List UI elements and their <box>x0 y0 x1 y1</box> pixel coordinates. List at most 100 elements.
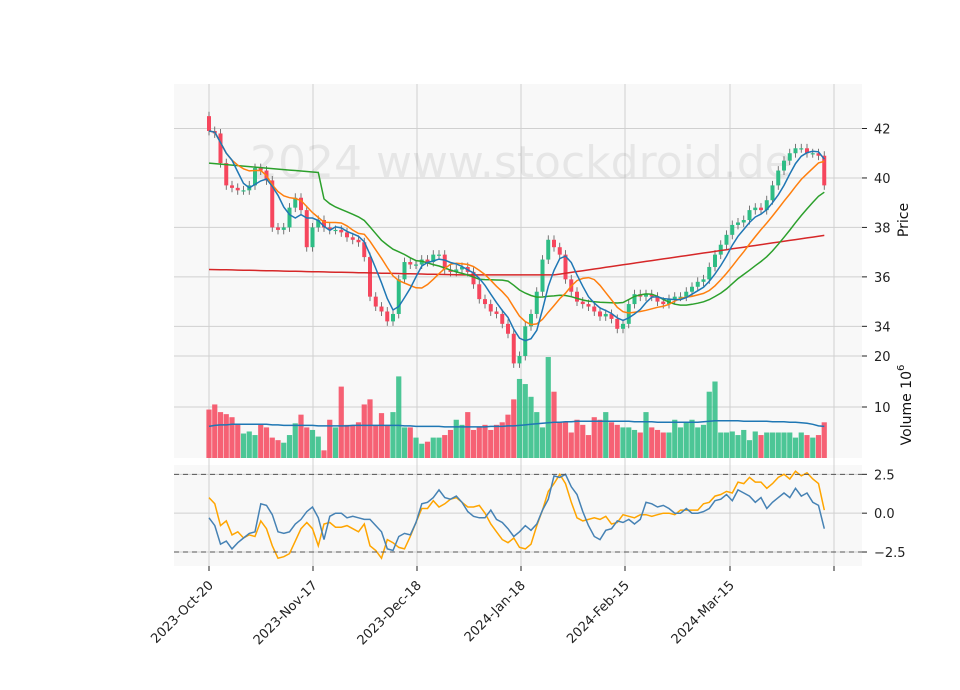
volume-bar <box>557 422 563 458</box>
y-tick-label: 10 <box>874 401 891 416</box>
candle-body <box>632 294 637 305</box>
volume-bar <box>821 422 827 458</box>
candle-body <box>557 247 562 255</box>
candle-body <box>655 296 660 302</box>
volume-bar <box>459 424 465 458</box>
volume-bar <box>206 409 212 458</box>
candle-body <box>368 257 372 297</box>
volume-bar <box>246 431 252 458</box>
candle-body <box>741 220 746 223</box>
candle-body <box>339 229 344 233</box>
volume-bar <box>309 429 316 458</box>
candle-body <box>414 264 418 266</box>
candle-body <box>695 281 700 287</box>
volume-bar <box>327 419 333 458</box>
candle-body <box>672 296 677 300</box>
candle-body <box>718 244 723 255</box>
candle-body <box>235 187 240 191</box>
ma-long-line <box>208 234 825 276</box>
ma-mid-line <box>208 130 825 326</box>
volume-bar <box>718 432 724 458</box>
volume-bar <box>447 429 454 458</box>
candle-body <box>546 239 551 260</box>
candle-body <box>810 153 815 155</box>
y-tick-label: 2.5 <box>874 468 895 483</box>
volume-bar <box>729 431 735 458</box>
volume-bar <box>700 424 707 458</box>
volume-bar <box>608 422 615 458</box>
candle-body <box>575 291 579 302</box>
candle-body <box>379 306 384 312</box>
volume-bar <box>488 429 494 458</box>
volume-bar <box>505 414 511 458</box>
volume-bar <box>281 442 287 458</box>
candle-body <box>373 296 378 307</box>
volume-bar <box>706 391 712 458</box>
oscillator-panel-bg <box>174 465 862 566</box>
oscillator-line-1 <box>208 473 826 552</box>
volume-bar <box>413 437 419 458</box>
y-tick-label: 0.0 <box>874 507 895 522</box>
candle-body <box>580 301 585 305</box>
candle-body <box>736 222 740 225</box>
chart-marks <box>174 111 862 560</box>
candle-body <box>506 323 510 334</box>
volume-bar <box>741 429 747 458</box>
y-tick-label: 38 <box>874 221 891 236</box>
volume-bar <box>304 427 310 458</box>
candle-body <box>350 237 355 240</box>
volume-bar <box>804 435 810 458</box>
volume-bar <box>493 424 500 458</box>
volume-bar <box>568 432 574 458</box>
volume-bar <box>660 432 666 458</box>
volume-bar <box>401 427 408 458</box>
candle-body <box>805 148 809 154</box>
volume-bar <box>723 432 730 458</box>
volume-bar <box>453 419 459 458</box>
candle-body <box>431 254 436 263</box>
volume-bar <box>637 432 643 458</box>
candle-body <box>517 356 522 364</box>
candle-body <box>690 286 694 292</box>
volume-bar <box>367 399 373 458</box>
oscillator-line-2 <box>208 470 826 560</box>
volume-bar <box>666 432 672 458</box>
candle-body <box>534 291 539 314</box>
candle-body <box>408 262 413 265</box>
volume-bar <box>396 376 402 458</box>
volume-bar <box>252 435 258 458</box>
volume-bar <box>298 414 304 458</box>
y-tick-label: 42 <box>874 123 891 138</box>
candle-body <box>276 227 280 230</box>
volume-bar <box>631 429 638 458</box>
volume-axis-label-text: Volume 10 <box>899 371 915 445</box>
volume-bar <box>212 404 218 458</box>
volume-bar <box>476 427 482 458</box>
candle-body <box>391 313 395 322</box>
candle-body <box>419 259 424 265</box>
x-tick-label: 2024-Mar-15 <box>669 578 738 647</box>
candle-body <box>603 313 608 317</box>
candle-body <box>615 318 620 329</box>
volume-bar <box>528 396 534 458</box>
candle-body <box>776 170 781 186</box>
volume-bar <box>769 432 776 458</box>
candle-body <box>661 301 666 305</box>
volume-bar <box>355 422 362 458</box>
volume-bar <box>315 436 321 458</box>
candle-body <box>454 269 459 272</box>
candle-body <box>494 311 499 314</box>
candle-body <box>385 311 390 322</box>
price-axis-label: Price <box>896 203 912 237</box>
volume-bar <box>275 440 281 458</box>
candle-body <box>304 210 309 248</box>
candle-body <box>753 207 758 211</box>
candle-body <box>684 291 689 297</box>
volume-bar <box>292 423 298 458</box>
candle-body <box>609 313 614 319</box>
volume-bar <box>436 437 442 458</box>
volume-bar <box>775 432 781 458</box>
candle-body <box>592 306 597 312</box>
volume-bar <box>585 435 592 458</box>
